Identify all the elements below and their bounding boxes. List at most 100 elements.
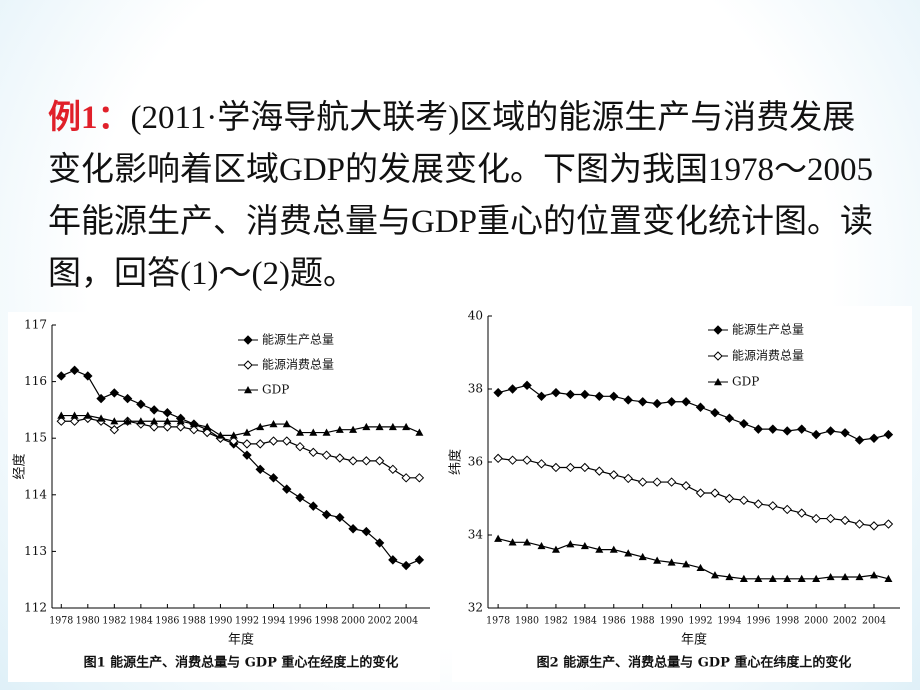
marker [796, 508, 807, 518]
marker [768, 424, 778, 434]
marker [681, 481, 691, 491]
marker [826, 572, 835, 581]
marker [551, 462, 561, 473]
marker [228, 436, 239, 446]
marker [710, 571, 719, 579]
marker [825, 513, 836, 524]
marker [388, 422, 397, 431]
marker [97, 414, 106, 422]
marker [609, 391, 619, 402]
marker [110, 417, 119, 425]
marker [415, 428, 424, 436]
marker [244, 386, 252, 394]
legend-label: 能源消费总量 [262, 358, 334, 372]
marker [69, 365, 80, 375]
marker [725, 572, 734, 581]
marker [782, 426, 792, 436]
marker [713, 351, 723, 361]
marker [507, 455, 518, 465]
x-tick-label: 2004 [394, 616, 418, 627]
y-tick-label: 34 [468, 528, 484, 542]
x-tick-label: 1984 [573, 616, 597, 627]
marker [268, 473, 279, 483]
marker [308, 501, 318, 511]
marker [724, 413, 735, 423]
series-line [498, 457, 889, 527]
question-text: (2011·学海导航大联考)区域的能源生产与消费发展变化影响着区域GDP的发展变… [48, 100, 874, 292]
chart-panel [8, 312, 440, 682]
marker [637, 397, 648, 407]
marker [229, 431, 238, 439]
y-tick-label: 115 [24, 431, 47, 445]
marker [869, 433, 879, 443]
marker [269, 420, 278, 428]
x-tick-label: 2000 [804, 616, 828, 627]
marker [841, 572, 850, 581]
x-tick-label: 1990 [208, 616, 232, 627]
marker [361, 526, 372, 537]
x-tick-label: 1992 [689, 616, 713, 627]
marker [565, 462, 576, 473]
marker [175, 422, 186, 432]
marker [854, 519, 865, 529]
marker [710, 408, 720, 418]
marker [565, 389, 576, 400]
marker [308, 447, 318, 458]
marker [666, 397, 677, 407]
x-tick-label: 1986 [155, 616, 179, 627]
y-tick-label: 112 [24, 601, 47, 615]
marker [739, 418, 749, 429]
marker [594, 466, 605, 476]
series-line [61, 369, 420, 567]
y-tick-label: 117 [24, 318, 47, 332]
x-tick-label: 2000 [341, 616, 365, 627]
marker [295, 492, 305, 503]
x-axis-label: 年度 [681, 632, 707, 648]
marker [69, 416, 80, 426]
caption: 图1 能源生产、消费总量与 GDP 重心在经度上的变化 [84, 655, 399, 671]
marker [216, 431, 225, 439]
marker [162, 422, 173, 432]
marker [321, 509, 332, 520]
x-tick-label: 1994 [261, 616, 285, 627]
marker [796, 424, 807, 434]
x-tick-label: 1978 [486, 616, 510, 627]
y-tick-label: 38 [468, 382, 483, 396]
marker [402, 422, 411, 431]
legend-label: GDP [732, 375, 759, 389]
chart-panel [452, 306, 912, 682]
marker [374, 456, 385, 466]
marker [753, 499, 764, 509]
y-tick-label: 36 [468, 455, 483, 469]
y-axis-label: 纬度 [448, 449, 464, 475]
marker [695, 488, 706, 498]
marker [666, 477, 677, 487]
x-axis-label: 年度 [228, 632, 254, 648]
x-tick-label: 2004 [862, 616, 886, 627]
marker [123, 417, 132, 425]
series-line [61, 417, 420, 479]
legend-label: 能源生产总量 [262, 333, 334, 347]
x-tick-label: 2002 [833, 616, 857, 627]
marker [884, 574, 893, 582]
x-tick-label: 1988 [631, 616, 655, 627]
marker [388, 555, 398, 565]
marker [295, 441, 305, 452]
y-tick-label: 32 [468, 601, 483, 615]
series-line [497, 384, 889, 441]
marker [522, 455, 532, 465]
marker [374, 538, 385, 548]
marker [682, 560, 691, 568]
marker [136, 399, 146, 409]
legend-label: 能源生产总量 [732, 323, 804, 337]
x-tick-label: 1994 [717, 616, 741, 627]
marker [493, 387, 503, 398]
marker [594, 391, 605, 402]
marker [739, 495, 749, 506]
marker [255, 439, 265, 449]
marker [96, 393, 106, 404]
marker [321, 450, 332, 460]
marker [595, 545, 604, 553]
